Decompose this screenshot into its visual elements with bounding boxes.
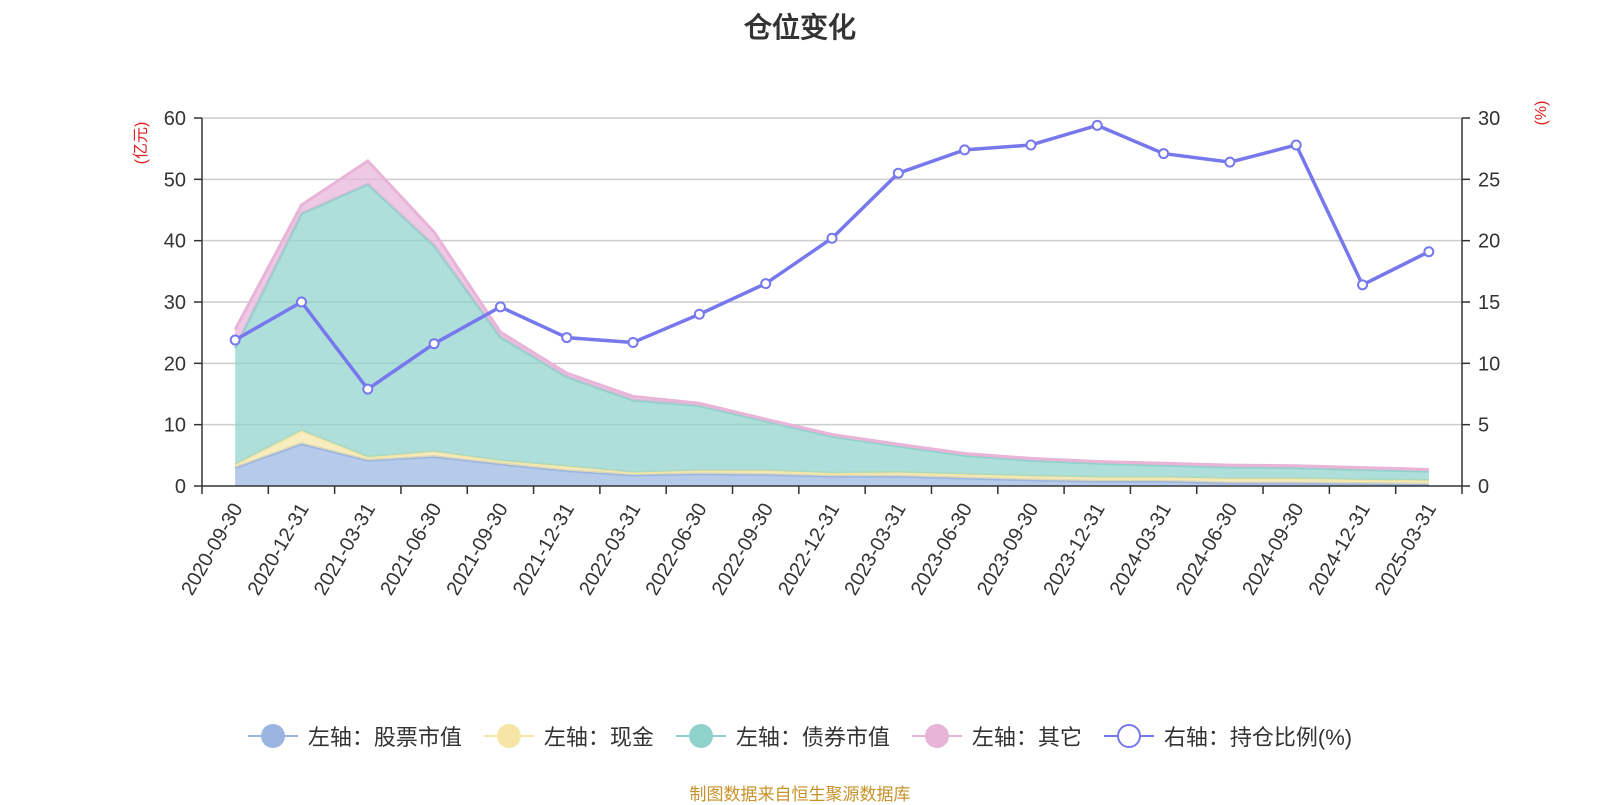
ratio-point [1423,246,1435,258]
legend-label: 左轴：债券市值 [735,725,890,750]
x-axis-tick-label: 2020-09-30 [177,500,247,600]
right-axis-tick-label: 5 [1478,415,1489,437]
legend-item[interactable]: 左轴：现金 [483,720,654,752]
legend-item[interactable]: 左轴：股票市值 [247,720,462,752]
area-series-3 [235,184,1429,481]
left-axis-tick-label: 30 [164,292,186,314]
x-axis-tick-label: 2021-09-30 [443,500,513,600]
ratio-point [1224,156,1236,168]
x-axis-tick-label: 2021-03-31 [310,500,380,600]
ratio-point [494,301,506,313]
x-axis-tick-label: 2021-06-30 [376,500,446,600]
ratio-point [362,383,374,395]
x-axis-tick-label: 2022-06-30 [641,500,711,600]
legend-item[interactable]: 左轴：其它 [911,720,1082,752]
x-axis-tick-label: 2024-03-31 [1106,500,1176,600]
x-axis-tick-label: 2024-12-31 [1305,500,1375,600]
x-axis-tick-label: 2024-09-30 [1238,500,1308,600]
ratio-point [295,296,307,308]
data-source-note: 制图数据来自恒生聚源数据库 [689,785,911,804]
right-axis-tick-label: 25 [1478,169,1500,191]
x-axis-tick-label: 2022-03-31 [575,500,645,600]
ratio-point [627,336,639,348]
x-axis-tick-label: 2020-12-31 [244,500,314,600]
x-axis-tick-label: 2022-09-30 [708,500,778,600]
right-axis-tick-label: 20 [1478,231,1500,253]
ratio-point [892,167,904,179]
legend-circle-icon [675,723,726,749]
legend-label: 左轴：股票市值 [307,725,462,750]
legend-label: 右轴：持仓比例(%) [1163,725,1353,750]
legend-item[interactable]: 右轴：持仓比例(%) [1103,720,1353,752]
ratio-point [959,144,971,156]
ratio-point [1158,148,1170,160]
ratio-point [693,308,705,320]
left-axis-tick-label: 10 [164,415,186,437]
legend-label: 左轴：现金 [543,725,654,750]
left-axis-tick-label: 50 [164,169,186,191]
x-axis-tick-label: 2021-12-31 [509,500,579,600]
x-axis-tick-label: 2024-06-30 [1172,500,1242,600]
legend-circle-icon [911,723,962,749]
x-axis-tick-label: 2023-06-30 [907,500,977,600]
area-series-1 [235,443,1429,486]
ratio-point [1025,139,1037,151]
right-axis-tick-label: 15 [1478,292,1500,314]
ratio-point [1357,279,1369,291]
x-axis-tick-label: 2023-09-30 [973,500,1043,600]
left-axis-tick-label: 40 [164,231,186,253]
left-axis-tick-label: 60 [164,108,186,130]
ratio-point [561,332,573,344]
ratio-point [1290,139,1302,151]
left-axis-unit: (亿元) [132,122,150,165]
right-axis-unit: (%) [1533,101,1550,126]
ratio-point [1091,119,1103,131]
left-axis-tick-label: 0 [175,476,186,498]
right-axis-tick-label: 30 [1478,108,1500,130]
x-axis-tick-label: 2022-12-31 [774,500,844,600]
left-axis-tick-label: 20 [164,353,186,375]
x-axis-tick-label: 2023-12-31 [1039,500,1109,600]
area-series-4-edge [233,158,1429,471]
x-axis-tick-label: 2023-03-31 [840,500,910,600]
chart-title: 仓位变化 [743,12,856,43]
legend: 左轴：股票市值 左轴：现金 左轴：债券市值 左轴：其它 右轴：持仓比例(%) [0,720,1600,752]
legend-label: 左轴：其它 [971,725,1082,750]
x-axis-tick-label: 2025-03-31 [1371,500,1441,600]
right-axis-tick-label: 0 [1478,476,1489,498]
legend-item[interactable]: 左轴：债券市值 [675,720,890,752]
right-axis-tick-label: 10 [1478,353,1500,375]
ratio-point [760,278,772,290]
legend-circle-icon [483,723,534,749]
ratio-point [229,334,241,346]
ratio-point [826,232,838,244]
legend-circle-outline-icon [1103,723,1154,749]
chart-area: 0 10 20 30 40 50 60 0 5 10 15 20 25 30 (亿元) (%) 2020-09-… [132,101,1550,600]
ratio-point [428,338,440,350]
legend-circle-icon [247,723,298,749]
